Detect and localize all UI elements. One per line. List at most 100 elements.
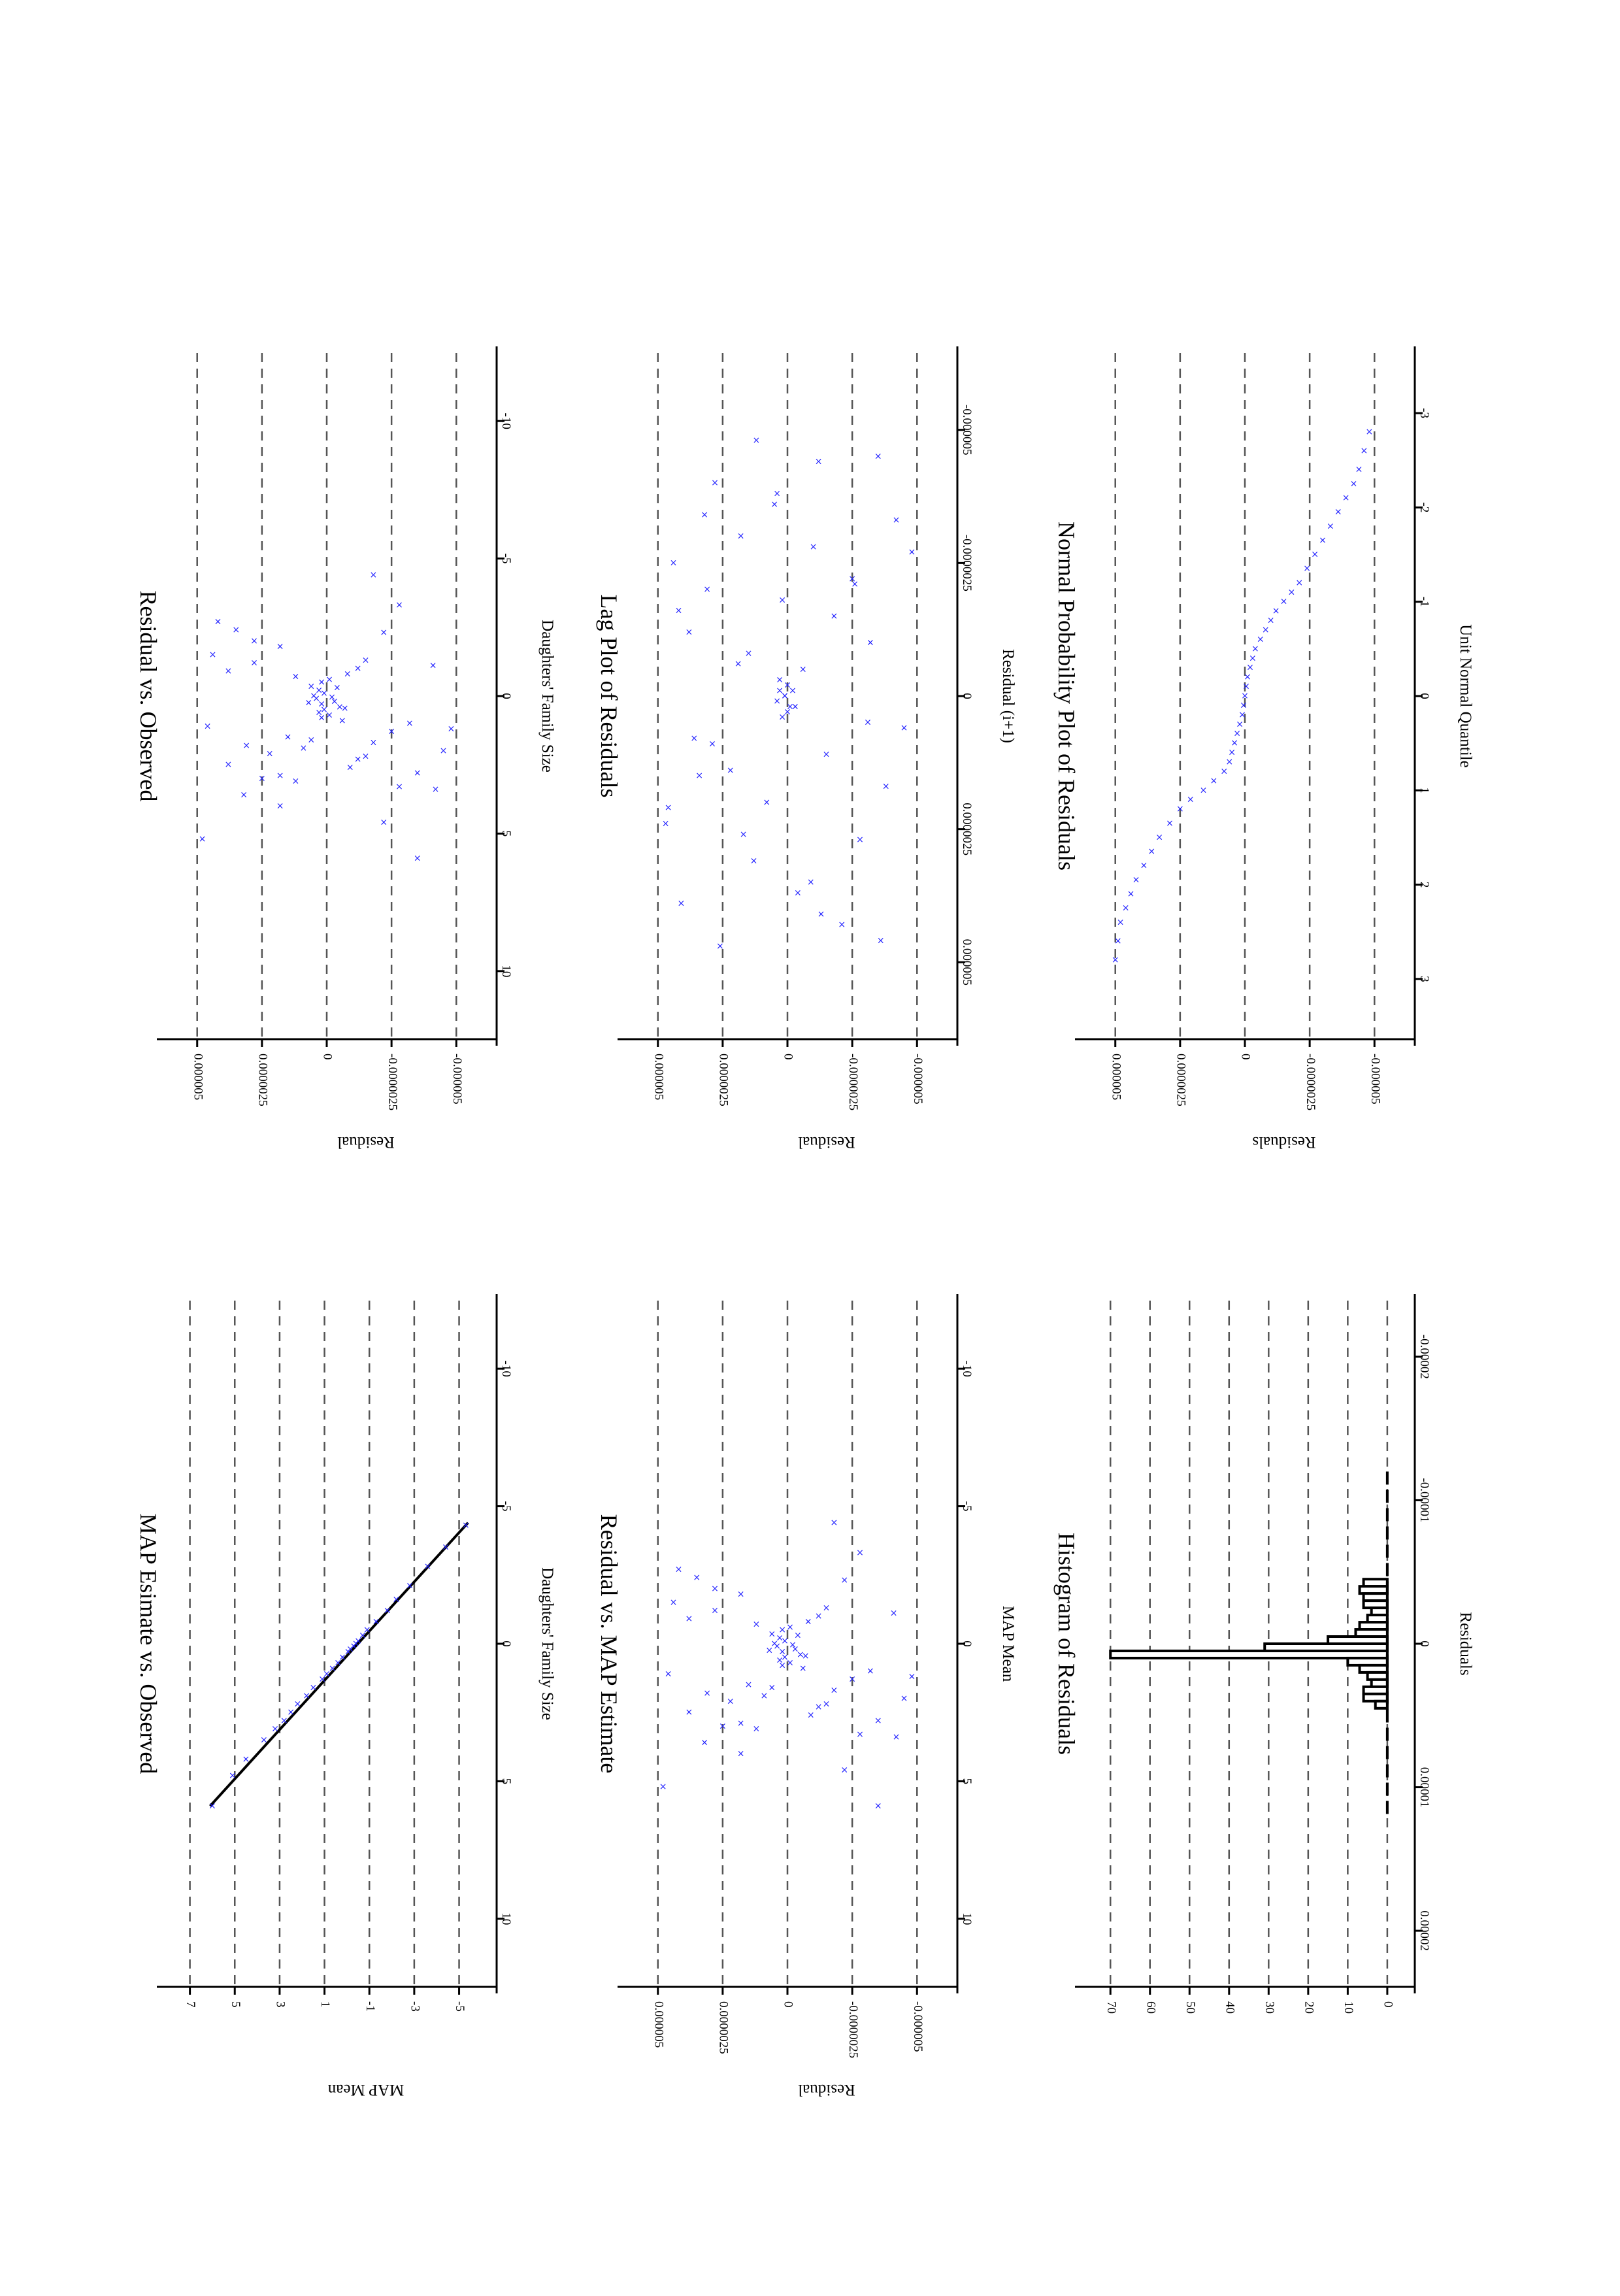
lag-plot-point: × bbox=[685, 627, 693, 637]
lag-plot-point: × bbox=[745, 648, 753, 659]
residual-vs-map-point: × bbox=[659, 1782, 667, 1792]
residual-vs-map-title: Residual vs. MAP Estimate bbox=[596, 1514, 622, 1774]
lag-plot-point: × bbox=[763, 797, 770, 808]
normal-probability-point: × bbox=[1288, 587, 1296, 597]
normal-probability-point: × bbox=[1240, 700, 1248, 710]
lag-plot-point: × bbox=[818, 909, 825, 920]
histogram-x-tick-label: -0.00002 bbox=[1417, 1335, 1431, 1379]
normal-probability-point: × bbox=[1127, 889, 1135, 899]
lag-plot-point: × bbox=[882, 781, 890, 791]
normal-probability-x-tick-label: 3 bbox=[1417, 976, 1431, 982]
map-vs-observed-point: × bbox=[334, 1657, 342, 1668]
map-vs-observed-point: × bbox=[271, 1723, 279, 1734]
lag-plot-point: × bbox=[908, 547, 916, 557]
lag-plot-x-tick-label: 0.0000025 bbox=[960, 803, 974, 856]
normal-probability-point: × bbox=[1280, 597, 1288, 607]
map-vs-observed-point: × bbox=[339, 1652, 346, 1663]
residual-vs-observed-point: × bbox=[432, 784, 440, 795]
lag-plot-point: × bbox=[784, 680, 791, 691]
residual-vs-observed-point: × bbox=[240, 790, 248, 801]
normal-probability-point: × bbox=[1246, 663, 1254, 673]
residual-vs-map-point: × bbox=[797, 1650, 804, 1660]
histogram-x-tick-label: 0.00001 bbox=[1417, 1767, 1431, 1808]
lag-plot-point: × bbox=[778, 712, 786, 723]
residual-vs-map-point: × bbox=[791, 1644, 799, 1654]
histogram-x-tick-label: 0 bbox=[1417, 1640, 1431, 1647]
lag-plot-point: × bbox=[740, 829, 748, 840]
residual-vs-observed-y-tick-label: -0.0000025 bbox=[386, 1054, 399, 1110]
residual-vs-observed-point: × bbox=[325, 710, 333, 720]
residual-vs-observed-y-tick-label: 0.000005 bbox=[191, 1054, 205, 1100]
residual-vs-map-point: × bbox=[823, 1603, 831, 1613]
map-vs-observed-point: × bbox=[424, 1561, 432, 1572]
histogram-y-tick-label: 50 bbox=[1183, 2001, 1197, 2014]
lag-plot-point: × bbox=[690, 733, 698, 744]
residual-vs-map-x-label: MAP Mean bbox=[999, 1606, 1017, 1682]
map-vs-observed-y-label: MAP Mean bbox=[327, 2081, 404, 2099]
map-vs-observed-x-tick-label: 5 bbox=[499, 1778, 513, 1785]
lag-plot-panel: -0.000005 -0.0000025 0 0.0000025 0.000005 -0.… bbox=[596, 346, 1017, 1151]
lag-plot-point: × bbox=[781, 691, 789, 701]
residual-vs-observed-point: × bbox=[284, 732, 292, 742]
residual-vs-observed-point: × bbox=[224, 759, 232, 770]
map-vs-observed-y-tick-label: -5 bbox=[453, 2001, 467, 2012]
residual-vs-map-point: × bbox=[890, 1608, 898, 1619]
histogram-bar bbox=[1374, 1699, 1389, 1710]
lag-plot-title: Lag Plot of Residuals bbox=[596, 595, 622, 798]
residual-vs-observed-point: × bbox=[250, 636, 258, 646]
residual-vs-map-point: × bbox=[786, 1622, 794, 1633]
residual-vs-map-point: × bbox=[711, 1606, 719, 1616]
map-vs-observed-point: × bbox=[294, 1699, 302, 1710]
residual-vs-observed-point: × bbox=[344, 669, 352, 679]
residual-vs-observed-panel: -0.000005 -0.0000025 0 0.0000025 0.000005 -10… bbox=[135, 346, 556, 1151]
residual-vs-map-point: × bbox=[893, 1732, 901, 1742]
residual-vs-observed-point: × bbox=[325, 674, 333, 685]
normal-probability-x-tick-label: 0 bbox=[1417, 693, 1431, 699]
map-vs-observed-y-tick-label: 1 bbox=[318, 2001, 332, 2008]
lag-plot-point: × bbox=[791, 701, 799, 712]
normal-probability-title: Normal Probability Plot of Residuals bbox=[1053, 522, 1080, 871]
lag-plot-point: × bbox=[708, 739, 716, 749]
residual-vs-observed-point: × bbox=[370, 570, 378, 580]
map-vs-observed-point: × bbox=[303, 1691, 310, 1701]
normal-probability-x-tick-label: -1 bbox=[1417, 597, 1431, 607]
map-vs-observed-point: × bbox=[359, 1630, 367, 1640]
lag-plot-point: × bbox=[856, 835, 864, 845]
normal-probability-point: × bbox=[1267, 616, 1275, 626]
normal-probability-point: × bbox=[1327, 521, 1334, 531]
normal-probability-point: × bbox=[1257, 634, 1265, 644]
residual-vs-observed-point: × bbox=[429, 661, 437, 671]
lag-plot-point: × bbox=[781, 691, 789, 701]
lag-plot-x-tick-label: -0.0000025 bbox=[960, 535, 974, 591]
lag-plot-point: × bbox=[864, 718, 872, 728]
residual-vs-observed-point: × bbox=[440, 746, 448, 756]
histogram-y-tick-label: 0 bbox=[1381, 2001, 1395, 2008]
map-vs-observed-x-tick-label: -5 bbox=[499, 1501, 513, 1512]
normal-probability-point: × bbox=[1187, 795, 1195, 805]
lag-plot-point: × bbox=[831, 611, 838, 622]
map-vs-observed-y-tick-label: -3 bbox=[408, 2001, 422, 2012]
residual-vs-observed-point: × bbox=[395, 782, 403, 792]
residual-vs-map-point: × bbox=[781, 1652, 789, 1663]
map-vs-observed-point: × bbox=[363, 1625, 371, 1635]
histogram-y-tick-label: 40 bbox=[1223, 2001, 1236, 2014]
map-vs-observed-x-tick-label: -10 bbox=[499, 1361, 513, 1377]
residual-vs-observed-point: × bbox=[307, 681, 315, 691]
lag-plot-x-tick-label: 0.000005 bbox=[960, 939, 974, 986]
residual-vs-observed-point: × bbox=[331, 696, 339, 707]
lag-plot-point: × bbox=[737, 531, 745, 542]
lag-plot-x-tick-label: 0 bbox=[960, 693, 974, 699]
residual-vs-map-point: × bbox=[768, 1629, 776, 1639]
map-vs-observed-point: × bbox=[350, 1641, 357, 1652]
residual-vs-map-y-tick-label: 0.0000025 bbox=[717, 2001, 731, 2054]
lag-plot-point: × bbox=[784, 707, 791, 717]
lag-plot-point: × bbox=[794, 888, 802, 898]
normal-probability-point: × bbox=[1228, 748, 1236, 758]
histogram-title: Histogram of Residuals bbox=[1053, 1533, 1080, 1755]
normal-probability-point: × bbox=[1361, 446, 1368, 456]
normal-probability-point: × bbox=[1233, 729, 1241, 739]
residual-vs-observed-point: × bbox=[315, 686, 323, 696]
residual-vs-map-point: × bbox=[768, 1682, 776, 1693]
lag-plot-point: × bbox=[874, 451, 882, 461]
residual-vs-map-x-tick-label: 0 bbox=[960, 1640, 974, 1647]
